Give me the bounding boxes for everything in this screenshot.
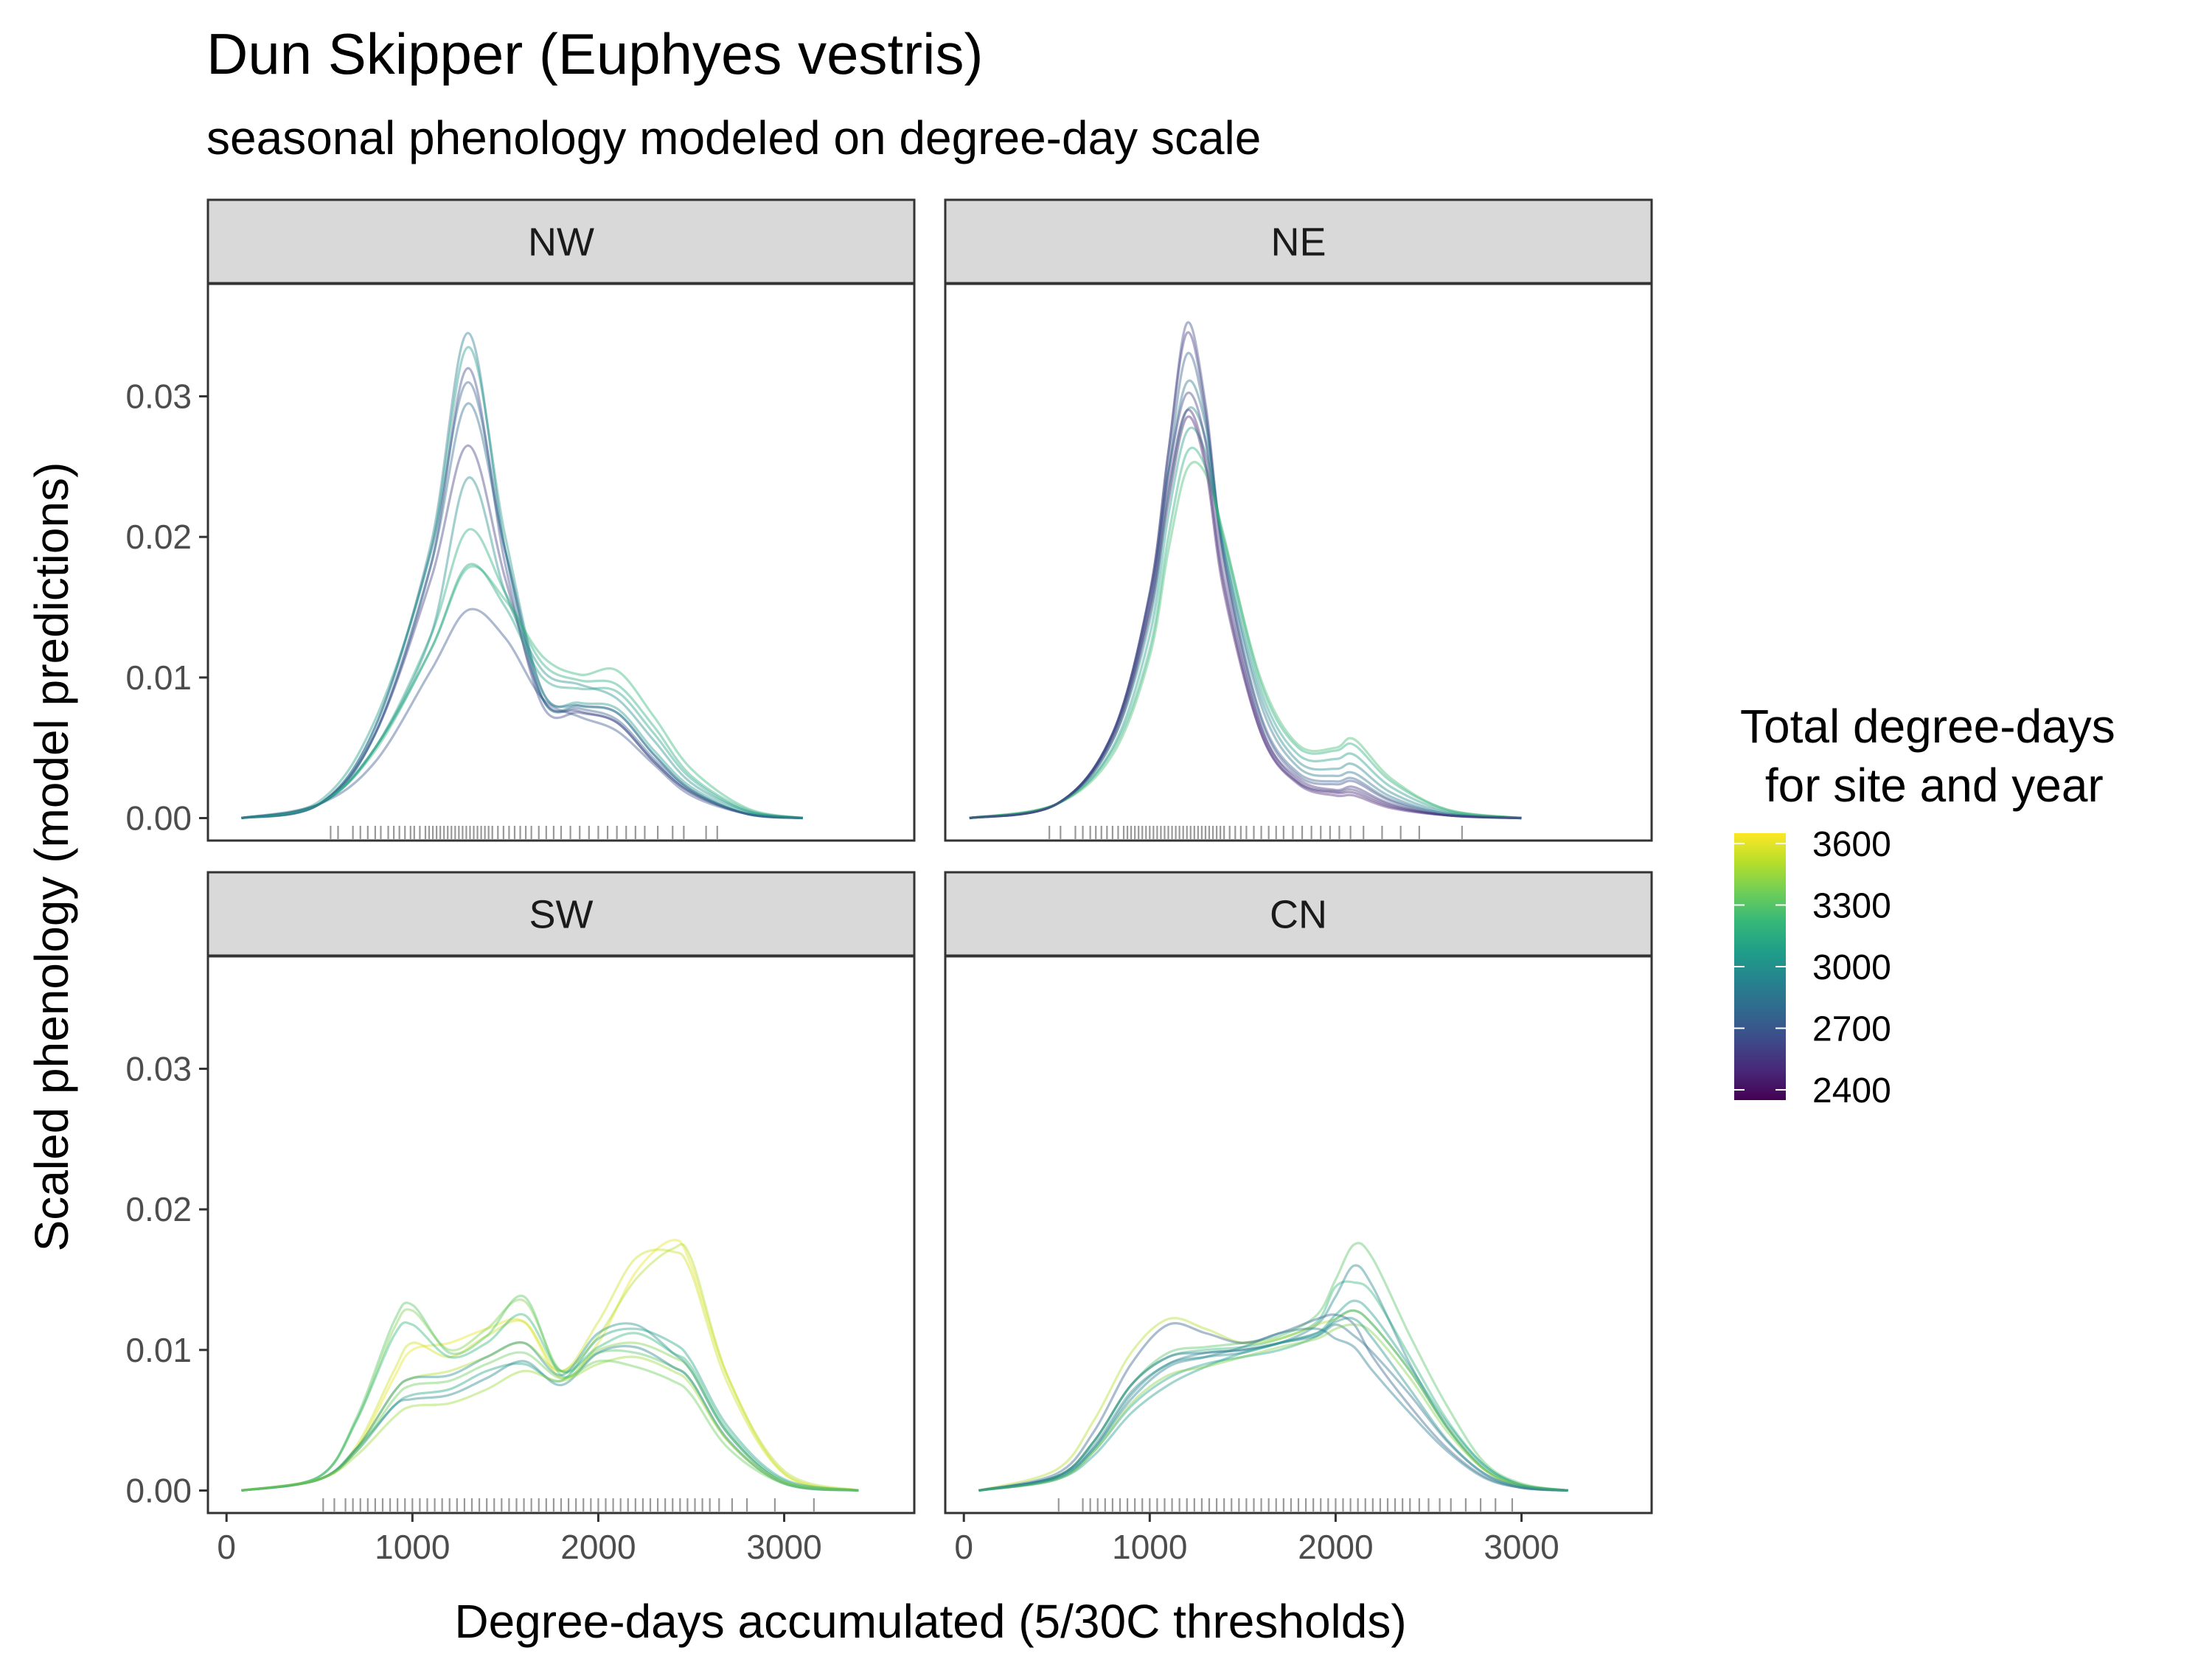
legend-break-label: 2700 — [1812, 1010, 1891, 1049]
series-line — [241, 1322, 859, 1492]
series-line — [241, 380, 803, 820]
rug-group-sw — [322, 1498, 815, 1512]
series-line — [241, 563, 803, 820]
facet-strip-sw — [206, 871, 916, 957]
series-line — [241, 1355, 859, 1492]
facet-strip-label-ne: NE — [1270, 220, 1326, 265]
y-tick-label: 0.01 — [125, 1331, 192, 1369]
y-tick-label: 0.00 — [125, 799, 192, 837]
x-tick-label: 1000 — [1112, 1528, 1187, 1566]
series-line — [969, 426, 1522, 820]
series-line — [978, 1242, 1568, 1492]
x-tick-label: 2000 — [560, 1528, 636, 1566]
y-tick-label: 0.02 — [125, 1190, 192, 1228]
series-line — [969, 352, 1522, 820]
y-axis-label: Scaled phenology (model predictions) — [25, 462, 78, 1252]
series-line — [241, 346, 803, 820]
facet-strip-label-cn: CN — [1270, 893, 1327, 937]
series-line — [978, 1327, 1568, 1492]
facet-panel-nw: NW 0.00 0.01 0.02 0.03 — [125, 198, 916, 842]
series-line — [978, 1313, 1568, 1492]
rug-group-ne — [1048, 826, 1463, 839]
series-line — [969, 406, 1522, 820]
series-line — [978, 1309, 1568, 1492]
x-tick-label: 0 — [954, 1528, 973, 1566]
y-tick-label: 0.02 — [125, 518, 192, 556]
series-line — [978, 1323, 1568, 1492]
series-line — [969, 331, 1522, 820]
series-line — [241, 565, 803, 820]
series-line — [969, 408, 1522, 820]
legend-title-line-1: Total degree-days — [1740, 700, 2115, 753]
rug-group-cn — [1057, 1498, 1514, 1512]
series-line — [241, 608, 803, 820]
panel-frame-sw — [206, 955, 916, 1514]
facet-strip-label-sw: SW — [529, 893, 594, 937]
y-tick-label: 0.03 — [125, 378, 192, 416]
chart-subtitle: seasonal phenology modeled on degree-day… — [206, 111, 1262, 164]
series-group-cn — [978, 1242, 1568, 1492]
series-group-sw — [241, 1239, 859, 1492]
series-line — [241, 1312, 859, 1492]
series-line — [978, 1309, 1568, 1492]
series-line — [969, 392, 1522, 820]
legend-break-label: 2400 — [1812, 1071, 1891, 1110]
panel-frame-cn — [944, 955, 1653, 1514]
series-line — [969, 321, 1522, 820]
series-line — [969, 446, 1522, 820]
series-line — [969, 379, 1522, 820]
x-tick-label: 1000 — [375, 1528, 450, 1566]
series-line — [241, 476, 803, 820]
series-line — [241, 366, 803, 820]
series-line — [241, 1298, 859, 1492]
series-line — [978, 1280, 1568, 1492]
panel-frame-nw — [206, 282, 916, 842]
y-tick-label: 0.03 — [125, 1050, 192, 1088]
series-line — [978, 1323, 1568, 1492]
y-tick-label: 0.00 — [125, 1471, 192, 1509]
facet-panel-sw: SW 0.00 0.01 0.02 0.03 0 1000 2000 3000 — [125, 871, 916, 1566]
series-line — [241, 402, 803, 820]
series-group-ne — [969, 321, 1522, 820]
legend-break-label: 3300 — [1812, 886, 1891, 925]
x-tick-label: 3000 — [1484, 1528, 1559, 1566]
facet-strip-label-nw: NW — [528, 220, 594, 265]
x-tick-label: 2000 — [1298, 1528, 1373, 1566]
series-line — [978, 1316, 1568, 1492]
series-line — [241, 1239, 859, 1492]
series-line — [241, 444, 803, 820]
panel-frame-ne — [944, 282, 1653, 842]
series-line — [978, 1299, 1568, 1492]
series-line — [978, 1264, 1568, 1492]
rug-group-nw — [330, 826, 718, 839]
legend-title-line-2: for site and year — [1752, 759, 2104, 812]
series-line — [241, 1327, 859, 1492]
series-line — [241, 1351, 859, 1492]
legend-title: Total degree-days for site and year — [1740, 697, 2115, 815]
chart-title: Dun Skipper (Euphyes vestris) — [206, 21, 984, 86]
series-line — [241, 1294, 859, 1492]
series-line — [969, 461, 1522, 820]
x-tick-label: 0 — [217, 1528, 236, 1566]
series-line — [241, 332, 803, 820]
legend-break-label: 3600 — [1812, 825, 1891, 864]
series-line — [241, 528, 803, 820]
legend-break-label: 3000 — [1812, 948, 1891, 987]
series-line — [241, 1248, 859, 1492]
x-tick-label: 3000 — [746, 1528, 821, 1566]
series-line — [241, 1242, 859, 1492]
y-tick-label: 0.01 — [125, 658, 192, 697]
series-line — [969, 415, 1522, 820]
x-axis-label: Degree-days accumulated (5/30C threshold… — [454, 1595, 1407, 1648]
series-group-nw — [241, 332, 803, 820]
legend-colorbar: 3600 3300 3000 2700 2400 — [1734, 825, 1891, 1110]
facet-panel-ne: NE — [944, 198, 1653, 842]
series-line — [241, 1345, 859, 1492]
facet-panel-cn: CN 0 1000 2000 3000 — [944, 871, 1653, 1566]
